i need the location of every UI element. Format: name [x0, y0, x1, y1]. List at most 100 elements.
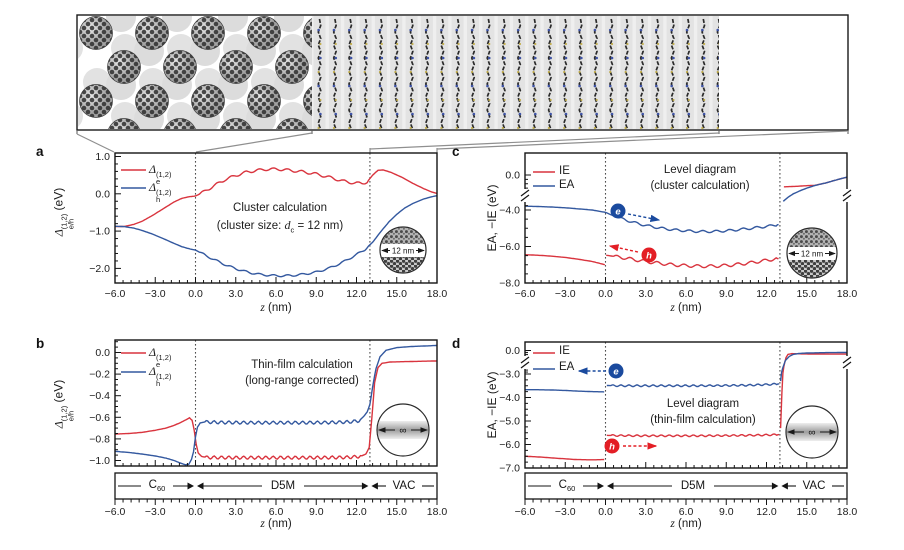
curve-c-IE [524, 254, 606, 266]
y-tick-label: −4.0 [499, 205, 520, 217]
y-axis-label-a: Δ (1,2) e/h (eV) [51, 187, 75, 237]
legend-b-hole: Δ (1,2) h [149, 364, 172, 388]
y-tick-label: 0.0 [95, 347, 110, 359]
title-d-line2: (thin-film calculation) [650, 414, 756, 426]
zoom-connector-line [369, 132, 720, 150]
y-tick-label: −1.0 [89, 226, 110, 238]
zoom-connector-line [195, 132, 313, 153]
inset-film: ∞ [786, 406, 838, 458]
carrier-h-badge [604, 438, 620, 454]
title-a-line1: Cluster calculation [233, 202, 327, 214]
x-tick-label: 9.0 [309, 506, 324, 518]
y-tick-label: −3.0 [499, 369, 520, 381]
y-tick-label: 0.0 [505, 170, 520, 182]
x-tick-label: 6.0 [269, 506, 284, 518]
x-tick-label: 6.0 [679, 506, 694, 518]
carrier-e-badge [610, 203, 626, 219]
legend-b-electron: Δ (1,2) e [149, 345, 172, 369]
axis-break-mark [520, 194, 530, 202]
y-tick-label: 0.0 [95, 188, 110, 200]
x-tick-label: −6.0 [515, 506, 536, 518]
x-axis-label-a: z (nm) [260, 302, 292, 314]
legend-c-ea: EA [559, 179, 575, 191]
x-tick-label: 18.0 [837, 288, 858, 300]
y-axis-label-b: Δ (1,2) e/h (eV) [51, 379, 75, 429]
x-axis-label-c: z (nm) [670, 302, 702, 314]
y-tick-label: −7.0 [499, 463, 520, 475]
x-tick-label: 18.0 [427, 288, 448, 300]
panel-d-plot: 0.0 −3.0 −4.0 −5.0 −6.0 −7.0 e h −6.0 −3.0 0.0 3.0 6… [499, 341, 858, 518]
y-tick-label: −8.0 [499, 278, 520, 290]
region-label-vac-d: VAC [802, 480, 826, 492]
y-tick-label: 1.0 [95, 151, 110, 163]
y-tick-label: −2.0 [89, 263, 110, 275]
curve-c-EA [525, 205, 779, 234]
axis-break-mark [520, 189, 530, 197]
x-tick-label: −6.0 [515, 288, 536, 300]
y-tick-label: −6.0 [499, 439, 520, 451]
axis-break-mark [842, 361, 852, 369]
axis-break-mark [842, 194, 852, 202]
y-tick-label: −6.0 [499, 241, 520, 253]
curve-c-IE [606, 254, 779, 269]
title-c-line2: (cluster calculation) [650, 180, 750, 192]
y-axis-label-c: EA, −IE (eV) [485, 184, 499, 252]
y-tick-label: −0.8 [89, 433, 110, 445]
carrier-letter: h [646, 250, 652, 261]
y-tick-label: −5.0 [499, 416, 520, 428]
curve-b-Delta_e(1,2) [115, 360, 438, 461]
x-tick-label: 12.0 [756, 506, 777, 518]
y-axis-label-d: EA, −IE (eV) [485, 371, 499, 439]
y-tick-label: −1.0 [89, 455, 110, 467]
curve-d-EA [525, 389, 605, 393]
region-extent-arrowhead [361, 482, 369, 490]
inset-infinity-label: ∞ [808, 428, 815, 439]
x-axis-label-b: z (nm) [260, 518, 292, 530]
legend-d-ie: IE [559, 345, 570, 357]
x-tick-label: 15.0 [387, 288, 408, 300]
x-tick-label: 0.0 [598, 506, 613, 518]
x-tick-label: −3.0 [145, 288, 166, 300]
region-extent-arrowhead [187, 482, 194, 490]
x-tick-label: 6.0 [679, 288, 694, 300]
d5m-film-art [312, 16, 719, 129]
curve-b-Delta_h(1,2) [114, 344, 437, 466]
axis-break-mark [520, 356, 530, 364]
legend-d-ea: EA [559, 361, 575, 373]
axis-break-mark [520, 361, 530, 369]
x-tick-label: −3.0 [145, 506, 166, 518]
x-tick-label: 9.0 [719, 506, 734, 518]
panel-label-d: d [452, 336, 461, 351]
region-label-d5m-d: D5M [680, 480, 706, 492]
curve-d-IE [606, 433, 780, 438]
x-tick-label: 18.0 [427, 506, 448, 518]
y-tick-label: −4.0 [499, 392, 520, 404]
inset-film: ∞ [377, 404, 429, 456]
x-tick-label: 18.0 [837, 506, 858, 518]
carrier-arrow [608, 244, 639, 253]
panel-label-b: b [36, 336, 45, 351]
title-d-line1: Level diagram [666, 398, 740, 410]
x-tick-label: 12.0 [756, 288, 777, 300]
carrier-e-badge [608, 363, 624, 379]
x-tick-label: −6.0 [105, 288, 126, 300]
y-tick-label: 0.0 [505, 345, 520, 357]
x-tick-label: 0.0 [188, 288, 203, 300]
region-label-d5m-b: D5M [270, 480, 296, 492]
axis-break-mark [842, 356, 852, 364]
curve-d-IE [525, 455, 605, 461]
x-tick-label: 3.0 [638, 506, 653, 518]
legend-a-electron: Δ (1,2) e [149, 162, 172, 186]
inset-cluster: 12 nm [380, 227, 426, 273]
carrier-letter: h [609, 441, 615, 452]
panel-a-plot: −6.0 −3.0 0.0 3.0 6.0 9.0 12.0 15.0 18.0 1.0 0.0 −1… [89, 151, 447, 300]
carrier-letter: e [615, 206, 621, 217]
c60-crystal-art [78, 16, 312, 129]
curve-a-Delta_e(1,2) [115, 167, 438, 228]
carrier-arrow [627, 213, 661, 222]
inset-cluster: 12 nm [787, 228, 837, 278]
x-tick-label: 9.0 [719, 288, 734, 300]
inset-size-label: 12 nm [392, 247, 415, 256]
